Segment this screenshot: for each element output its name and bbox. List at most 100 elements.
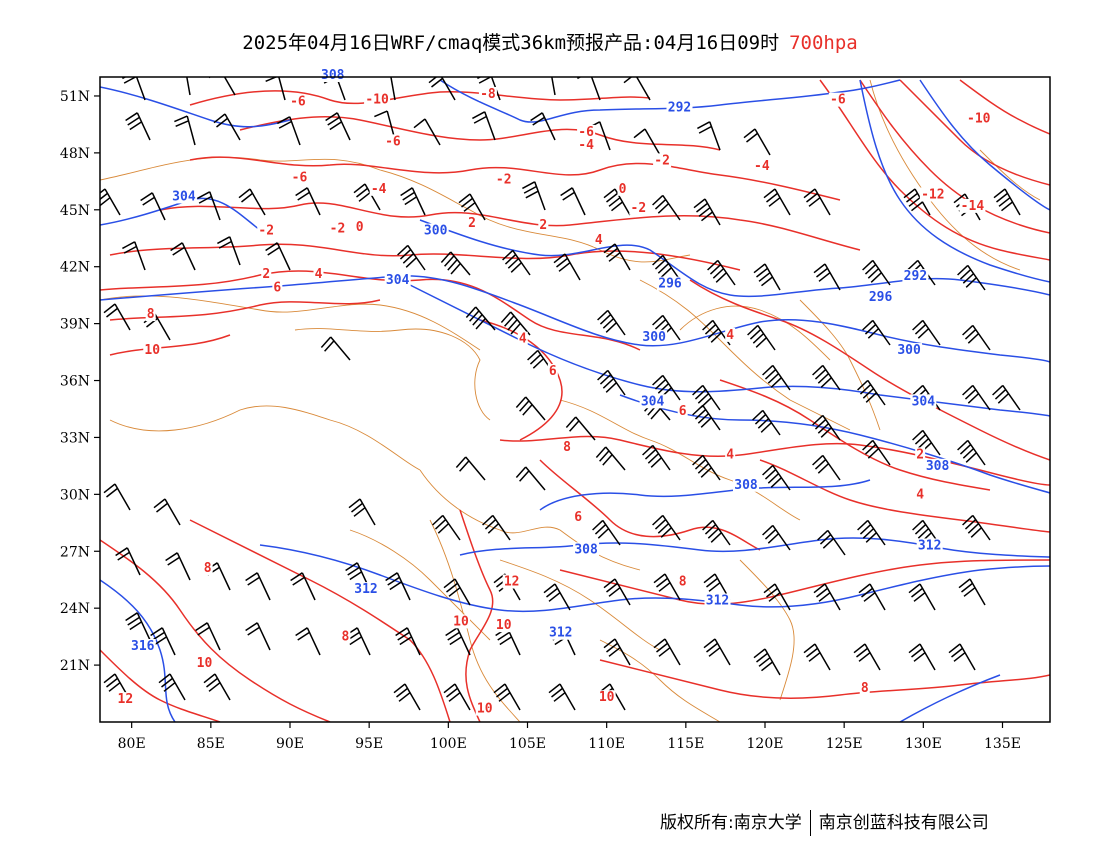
wind-barb — [197, 191, 221, 221]
temperature-label: -2 — [496, 172, 512, 187]
height-label: 292 — [668, 100, 691, 115]
wind-barb — [992, 384, 1021, 411]
wind-barb — [100, 188, 121, 216]
map-frame — [99, 76, 1051, 723]
temperature-contour — [100, 539, 331, 722]
wind-barb — [653, 573, 681, 601]
boundary-line — [599, 639, 721, 722]
lat-tick-label: 21N — [60, 658, 90, 674]
wind-barb — [150, 627, 176, 656]
temperature-label-bg — [517, 331, 528, 346]
temperature-contour — [100, 270, 641, 351]
height-label: 308 — [574, 542, 598, 557]
title-level: 700hpa — [789, 32, 858, 54]
wind-barb — [522, 181, 546, 211]
wind-barb — [432, 514, 461, 541]
wind-barb — [633, 128, 661, 156]
height-label-bg — [641, 329, 668, 344]
wind-barb — [857, 519, 886, 546]
wind-barb — [397, 244, 426, 271]
temperature-label: -2 — [631, 201, 647, 216]
wind-barb — [692, 404, 721, 431]
wind-barb — [813, 583, 841, 611]
wind-barb — [140, 192, 166, 221]
height-label-bg — [902, 269, 929, 284]
height-contour — [859, 79, 1050, 283]
height-label: 304 — [386, 273, 410, 288]
wind-barb — [125, 112, 151, 141]
temperature-contour — [819, 79, 1050, 261]
temperature-label: 10 — [453, 614, 469, 629]
temperature-label-bg — [859, 680, 870, 695]
temperature-label-bg — [467, 215, 478, 230]
wind-barb — [603, 243, 631, 271]
wind-barb — [458, 193, 486, 221]
wind-barb — [903, 188, 931, 216]
wind-barb — [603, 638, 631, 666]
wind-barb — [702, 519, 731, 546]
wind-barb — [912, 319, 941, 346]
height-label-bg — [319, 68, 346, 82]
lat-tick-label: 33N — [60, 430, 90, 446]
temperature-label-bg — [577, 138, 596, 153]
lat-tick-label: 36N — [60, 374, 90, 390]
height-label: 312 — [918, 538, 941, 553]
temperature-label: -6 — [578, 125, 594, 140]
temperature-label-bg — [502, 574, 521, 589]
lat-tick-label: 51N — [60, 89, 90, 105]
temperature-label-bg — [959, 198, 986, 213]
temperature-contour — [189, 519, 451, 722]
temperature-label: -10 — [967, 112, 991, 127]
wind-barb — [165, 552, 191, 581]
height-label: 292 — [904, 269, 927, 284]
wind-barb — [493, 683, 521, 711]
temperature-contour — [239, 116, 721, 151]
temperature-label-bg — [452, 614, 470, 629]
wind-barb — [858, 583, 886, 611]
temperature-label-bg — [597, 690, 616, 705]
temperature-label: -2 — [258, 224, 274, 239]
temperature-label-bg — [143, 343, 162, 358]
temperature-label: -4 — [578, 138, 594, 153]
temperature-label-bg — [383, 134, 402, 149]
boundary-line — [349, 529, 491, 641]
temperature-label-bg — [116, 692, 135, 707]
wind-barb — [743, 128, 771, 156]
temperature-label-bg — [919, 187, 946, 202]
wind-barb — [325, 112, 351, 141]
height-contour — [419, 219, 1050, 298]
temperature-label: 6 — [549, 364, 557, 379]
temperature-label-bg — [354, 219, 365, 234]
temperature-label: 6 — [574, 510, 582, 525]
wind-barb — [753, 263, 781, 291]
height-contour — [100, 86, 291, 128]
wind-barb — [530, 112, 556, 141]
temperature-label-bg — [272, 280, 283, 295]
contour-labels: -6 -10 -8 -6-10-6-6-4-2 -4-6-4-20-2-12-14-2-… — [116, 68, 992, 717]
temperature-label: 4 — [519, 332, 527, 347]
boundary-line — [294, 328, 491, 421]
temperature-label-bg — [725, 447, 736, 462]
wind-barb — [203, 673, 231, 701]
height-label: 296 — [869, 290, 893, 305]
wind-barb — [174, 115, 196, 146]
lon-tick-label: 130E — [905, 736, 942, 752]
temperature-label-bg — [261, 267, 272, 282]
chart-title: 2025年04月16日WRF/cmaq模式36km预报产品:04月16日09时 7… — [0, 28, 1100, 55]
temperature-label: 12 — [118, 692, 134, 707]
wind-barb — [428, 77, 456, 101]
wind-barb — [623, 77, 651, 101]
copyright-right: 南京创蓝科技有限公司 — [818, 813, 989, 833]
boundary-line — [100, 295, 481, 351]
temperature-label-bg — [288, 94, 307, 109]
wind-barb — [238, 188, 266, 216]
temperature-label: 8 — [342, 630, 350, 645]
wind-barb — [692, 384, 721, 411]
copyright-left: 版权所有:南京大学 — [660, 813, 802, 833]
wind-barb — [264, 77, 286, 101]
temperature-label-bg — [725, 327, 736, 342]
height-label-bg — [896, 343, 923, 358]
temperature-label: -14 — [961, 199, 985, 214]
wind-barb — [595, 446, 626, 471]
wind-barb — [565, 416, 596, 441]
